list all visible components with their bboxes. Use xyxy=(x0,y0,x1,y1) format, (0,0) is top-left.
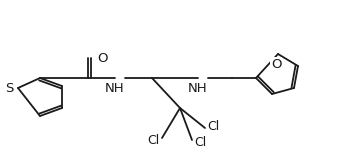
Text: NH: NH xyxy=(105,81,125,94)
Text: S: S xyxy=(4,81,13,94)
Text: O: O xyxy=(271,58,281,70)
Text: O: O xyxy=(97,52,107,64)
Text: Cl: Cl xyxy=(148,133,160,146)
Text: Cl: Cl xyxy=(207,120,219,133)
Text: Cl: Cl xyxy=(194,135,206,149)
Text: NH: NH xyxy=(188,81,208,94)
